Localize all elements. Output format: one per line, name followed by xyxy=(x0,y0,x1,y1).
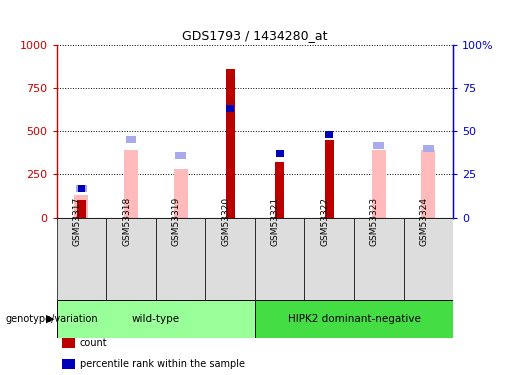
Bar xyxy=(77,200,86,217)
Bar xyxy=(106,217,156,300)
Bar xyxy=(276,150,284,157)
Bar xyxy=(304,217,354,300)
Text: HIPK2 dominant-negative: HIPK2 dominant-negative xyxy=(287,314,421,324)
Bar xyxy=(126,136,136,143)
Bar xyxy=(423,145,434,152)
Bar xyxy=(78,185,85,192)
Bar xyxy=(75,195,89,217)
Text: GSM53319: GSM53319 xyxy=(171,197,181,246)
Bar xyxy=(421,150,435,217)
Title: GDS1793 / 1434280_at: GDS1793 / 1434280_at xyxy=(182,30,328,42)
Bar xyxy=(76,185,87,192)
Bar xyxy=(175,152,186,159)
Bar xyxy=(226,69,235,218)
Text: GSM53321: GSM53321 xyxy=(271,197,280,246)
Bar xyxy=(325,140,334,218)
Bar xyxy=(325,131,333,138)
Text: GSM53318: GSM53318 xyxy=(122,197,131,246)
Bar xyxy=(373,142,384,148)
Bar xyxy=(205,217,255,300)
Text: GSM53324: GSM53324 xyxy=(419,197,428,246)
Bar xyxy=(124,150,138,217)
Text: percentile rank within the sample: percentile rank within the sample xyxy=(80,359,245,369)
Bar xyxy=(255,300,453,338)
Text: GSM53320: GSM53320 xyxy=(221,197,230,246)
Bar xyxy=(174,169,187,217)
Bar xyxy=(255,217,304,300)
Bar xyxy=(57,217,106,300)
Bar xyxy=(156,217,205,300)
Bar xyxy=(57,300,255,338)
Text: wild-type: wild-type xyxy=(132,314,180,324)
Bar xyxy=(372,150,386,217)
Text: genotype/variation: genotype/variation xyxy=(5,314,98,324)
Text: count: count xyxy=(80,338,108,348)
Bar xyxy=(404,217,453,300)
Text: GSM53322: GSM53322 xyxy=(320,197,329,246)
Bar xyxy=(226,105,234,112)
Bar xyxy=(275,162,284,218)
Text: ▶: ▶ xyxy=(45,314,54,324)
Bar xyxy=(354,217,404,300)
Text: GSM53317: GSM53317 xyxy=(73,197,81,246)
Text: GSM53323: GSM53323 xyxy=(370,197,379,246)
